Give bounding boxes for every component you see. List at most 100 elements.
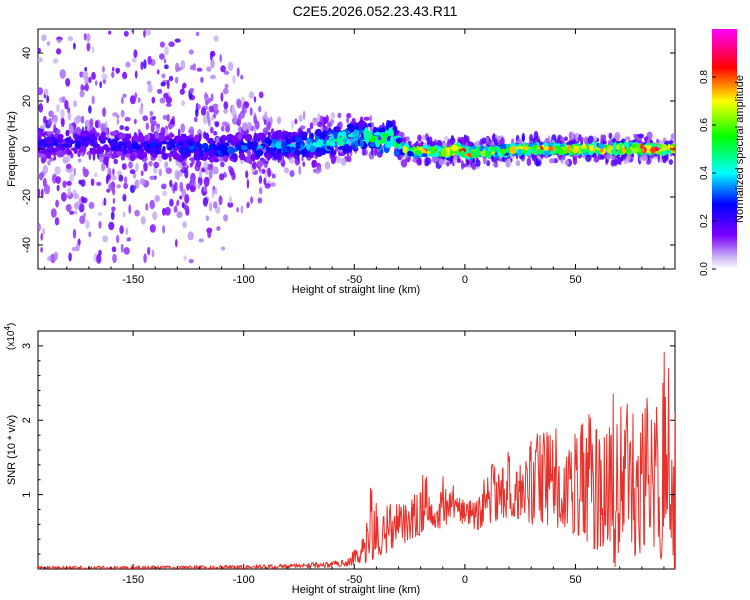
heatmap-noise-cell: [174, 38, 181, 43]
colorbar-tick-label: 0.0: [699, 262, 710, 276]
heatmap-noise-cell: [119, 225, 124, 235]
heatmap-ridge-cell: [353, 129, 359, 136]
heatmap-ridge-cell: [523, 146, 529, 151]
heatmap-noise-cell: [112, 197, 116, 204]
heatmap-ridge-cell: [245, 155, 251, 164]
heatmap-noise-cell: [96, 181, 102, 186]
snr-y-axis-label: SNR (10 * v/v): [6, 415, 18, 485]
heatmap-noise-cell: [614, 131, 621, 141]
heatmap-ridge-cell: [474, 152, 478, 158]
heatmap-noise-cell: [110, 211, 115, 221]
heatmap-noise-cell: [198, 238, 204, 243]
heatmap-noise-cell: [38, 172, 44, 181]
heatmap-noise-cell: [209, 51, 213, 61]
heatmap-ridge-cell: [544, 145, 549, 152]
heatmap-noise-cell: [124, 126, 130, 132]
heatmap-marks: [38, 29, 675, 264]
heatmap-noise-cell: [208, 105, 215, 113]
heatmap-noise-cell: [125, 61, 131, 68]
heatmap-ridge-cell: [177, 136, 183, 141]
heatmap-noise-cell: [147, 84, 153, 93]
snr-y-multiplier: (x104): [3, 323, 17, 350]
heatmap-noise-cell: [446, 161, 450, 167]
heatmap-noise-cell: [213, 130, 218, 136]
heatmap-ridge-cell: [402, 145, 408, 154]
colorbar-label: Normalized spectral amplitude: [734, 75, 746, 223]
heatmap-noise-cell: [113, 158, 118, 165]
heatmap-noise-cell: [577, 136, 584, 142]
heatmap-noise-cell: [143, 59, 147, 69]
heatmap-noise-cell: [211, 189, 215, 199]
heatmap-noise-cell: [108, 30, 112, 35]
heatmap-ridge-cell: [352, 126, 359, 132]
heatmap-ridge-cell: [315, 147, 322, 153]
heatmap-ridge-cell: [471, 150, 476, 159]
heatmap-ridge-cell: [97, 145, 101, 154]
heatmap-noise-cell: [210, 115, 214, 121]
heatmap-noise-cell: [220, 246, 226, 251]
heatmap-ridge-cell: [170, 138, 175, 146]
heatmap-noise-cell: [94, 120, 99, 129]
heatmap-noise-cell: [638, 133, 644, 139]
heatmap-ridge-cell: [294, 150, 301, 156]
heatmap-noise-cell: [438, 158, 445, 166]
heatmap-noise-cell: [164, 206, 171, 216]
heatmap-noise-cell: [77, 158, 82, 163]
snr-y-multiplier-close: ): [6, 323, 17, 326]
heatmap-noise-cell: [249, 107, 253, 116]
heatmap-noise-cell: [91, 95, 95, 105]
heatmap-noise-cell: [41, 34, 47, 42]
heatmap-noise-cell: [164, 46, 169, 56]
colorbar-tick-label: 0.6: [699, 118, 710, 132]
heatmap-ridge-cell: [479, 145, 484, 152]
heatmap-ridge-cell: [276, 129, 283, 138]
heatmap-ridge-cell: [124, 137, 130, 143]
heatmap-noise-cell: [232, 75, 236, 84]
heatmap-noise-cell: [120, 109, 125, 118]
heatmap-noise-cell: [195, 31, 200, 37]
heatmap-noise-cell: [73, 210, 78, 215]
heatmap-noise-cell: [471, 162, 476, 169]
heatmap-noise-cell: [212, 166, 219, 175]
heatmap-noise-cell: [369, 115, 373, 122]
heatmap-x-tick-label: 0: [462, 274, 468, 286]
heatmap-ridge-cell: [363, 128, 367, 135]
heatmap-noise-cell: [270, 128, 275, 135]
heatmap-noise-cell: [258, 166, 262, 173]
heatmap-ridge-cell: [666, 149, 672, 154]
heatmap-ridge-cell: [343, 138, 348, 144]
heatmap-x-tick-label: -100: [233, 274, 255, 286]
heatmap-noise-cell: [112, 188, 116, 196]
heatmap-noise-cell: [62, 180, 67, 188]
heatmap-noise-cell: [98, 211, 102, 216]
heatmap-noise-cell: [203, 160, 209, 170]
snr-x-tick-label: 0: [462, 574, 468, 586]
heatmap-noise-cell: [236, 207, 239, 213]
heatmap-ridge-cell: [167, 146, 173, 151]
heatmap-ridge-cell: [239, 152, 245, 161]
heatmap-ridge-cell: [284, 137, 289, 143]
heatmap-noise-cell: [78, 179, 82, 185]
heatmap-ridge-cell: [219, 138, 224, 144]
heatmap-ridge-cell: [39, 153, 46, 159]
heatmap-noise-cell: [153, 166, 158, 174]
heatmap-ridge-cell: [209, 157, 215, 163]
heatmap-noise-cell: [76, 201, 80, 209]
heatmap-y-tick-label: 20: [21, 95, 33, 107]
heatmap-noise-cell: [68, 252, 72, 262]
heatmap-noise-cell: [247, 121, 252, 130]
heatmap-ridge-cell: [255, 150, 263, 156]
heatmap-noise-cell: [139, 178, 146, 185]
heatmap-noise-cell: [456, 158, 462, 164]
heatmap-ridge-cell: [148, 133, 156, 141]
heatmap-ridge-cell: [138, 135, 146, 144]
heatmap-noise-cell: [347, 155, 352, 163]
heatmap-ridge-cell: [274, 152, 282, 160]
heatmap-noise-cell: [228, 196, 233, 204]
heatmap-noise-cell: [302, 161, 306, 167]
heatmap-ridge-cell: [354, 135, 360, 139]
heatmap-ridge-cell: [358, 119, 366, 128]
heatmap-noise-cell: [276, 116, 282, 125]
heatmap-ridge-cell: [407, 150, 413, 157]
heatmap-noise-cell: [111, 66, 115, 72]
